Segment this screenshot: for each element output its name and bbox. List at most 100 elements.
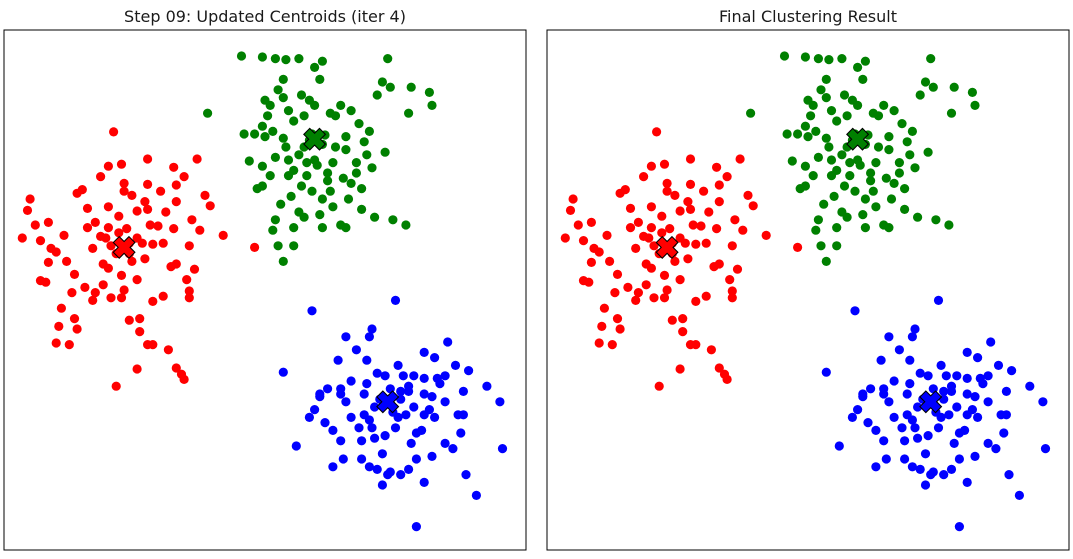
data-point bbox=[328, 158, 338, 168]
data-point bbox=[879, 436, 889, 446]
data-point bbox=[894, 345, 905, 355]
data-point bbox=[260, 95, 270, 105]
data-point bbox=[665, 224, 675, 234]
data-point bbox=[440, 397, 450, 407]
data-point bbox=[834, 441, 844, 451]
data-point bbox=[67, 288, 77, 298]
data-point bbox=[184, 241, 194, 251]
data-point bbox=[646, 161, 657, 171]
data-point bbox=[432, 373, 442, 383]
plot-area bbox=[560, 51, 1051, 532]
data-point bbox=[907, 462, 918, 472]
data-point bbox=[119, 178, 129, 188]
data-point bbox=[390, 295, 401, 305]
data-point bbox=[962, 373, 972, 383]
data-point bbox=[315, 210, 325, 220]
data-point bbox=[270, 152, 280, 162]
data-point bbox=[22, 205, 33, 215]
data-point bbox=[832, 223, 842, 233]
data-point bbox=[163, 345, 173, 355]
data-point bbox=[398, 371, 408, 381]
data-point bbox=[863, 418, 873, 428]
data-point bbox=[884, 397, 894, 407]
data-point bbox=[328, 462, 338, 472]
data-point bbox=[936, 360, 946, 370]
data-point bbox=[631, 295, 641, 305]
data-point bbox=[659, 293, 670, 303]
data-point bbox=[380, 147, 390, 157]
data-point bbox=[341, 332, 351, 342]
data-point bbox=[320, 418, 330, 428]
data-point bbox=[132, 275, 142, 285]
data-point bbox=[973, 412, 983, 422]
data-point bbox=[161, 207, 171, 217]
data-point bbox=[171, 180, 181, 190]
data-point bbox=[179, 172, 189, 182]
data-point bbox=[103, 202, 113, 212]
data-point bbox=[584, 277, 594, 287]
data-point bbox=[907, 332, 918, 342]
data-point bbox=[98, 280, 108, 290]
data-point bbox=[685, 204, 696, 214]
data-point bbox=[411, 428, 421, 438]
data-point bbox=[923, 431, 933, 441]
data-point bbox=[362, 379, 372, 389]
data-point bbox=[244, 156, 254, 166]
data-point bbox=[336, 436, 346, 446]
data-point bbox=[946, 464, 957, 474]
data-point bbox=[605, 256, 615, 266]
data-point bbox=[25, 194, 35, 204]
data-point bbox=[450, 360, 461, 370]
data-point bbox=[409, 402, 419, 412]
data-point bbox=[351, 345, 361, 355]
data-point bbox=[670, 256, 680, 266]
data-point bbox=[941, 371, 951, 381]
data-point bbox=[954, 454, 965, 464]
data-point bbox=[310, 62, 320, 72]
data-point bbox=[158, 238, 168, 248]
data-point bbox=[860, 194, 871, 204]
data-point bbox=[140, 254, 150, 264]
data-point bbox=[458, 386, 468, 396]
data-point bbox=[646, 202, 657, 212]
data-point bbox=[471, 490, 481, 500]
data-point bbox=[328, 425, 338, 435]
data-point bbox=[573, 220, 583, 230]
data-point bbox=[260, 132, 270, 142]
data-point bbox=[894, 158, 905, 168]
data-point bbox=[148, 239, 158, 249]
data-point bbox=[704, 207, 714, 217]
data-point bbox=[975, 373, 985, 383]
data-point bbox=[641, 259, 651, 269]
data-point bbox=[372, 464, 382, 474]
data-point bbox=[357, 184, 367, 194]
data-point bbox=[824, 142, 834, 152]
data-point bbox=[80, 282, 90, 292]
data-point bbox=[1001, 410, 1012, 420]
data-point bbox=[419, 477, 429, 487]
data-point bbox=[132, 233, 142, 243]
data-point bbox=[1004, 470, 1014, 480]
centroid-marker bbox=[919, 390, 943, 414]
data-point bbox=[359, 389, 369, 399]
data-point bbox=[257, 121, 267, 131]
data-point bbox=[192, 154, 202, 164]
data-point bbox=[920, 449, 931, 459]
data-point bbox=[915, 90, 925, 100]
data-point bbox=[341, 397, 351, 407]
data-point bbox=[346, 178, 356, 188]
data-point bbox=[800, 161, 811, 171]
data-point bbox=[599, 303, 610, 313]
data-point bbox=[90, 288, 100, 298]
data-point bbox=[54, 321, 64, 331]
data-point bbox=[296, 90, 307, 100]
data-point bbox=[845, 158, 855, 168]
data-point bbox=[709, 262, 719, 272]
data-point bbox=[933, 423, 944, 433]
centroid-marker bbox=[655, 235, 679, 259]
data-point bbox=[884, 145, 894, 155]
data-point bbox=[116, 159, 127, 169]
data-point bbox=[323, 176, 333, 186]
data-point bbox=[683, 197, 693, 207]
data-point bbox=[667, 315, 677, 325]
